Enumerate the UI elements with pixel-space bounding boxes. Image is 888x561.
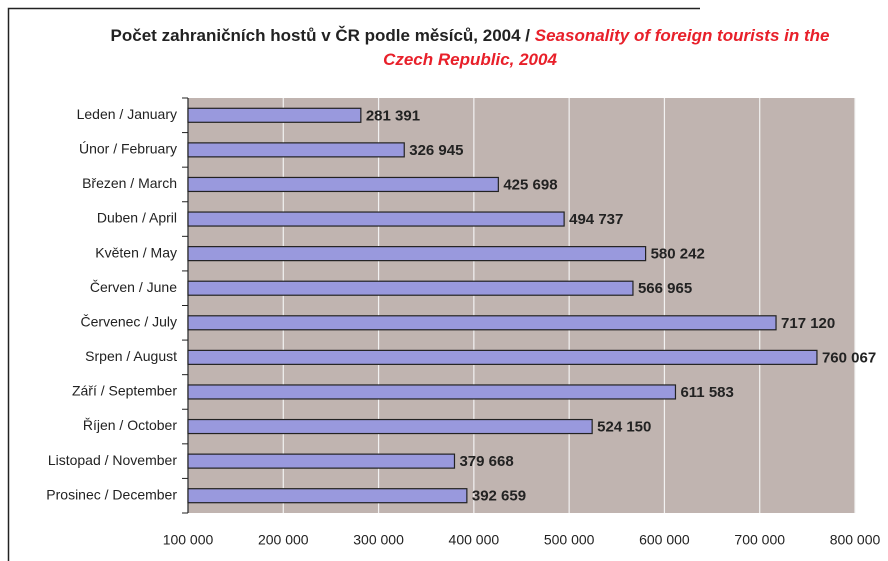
- bar: [187, 176, 499, 193]
- x-tick-label: 600 000: [639, 532, 690, 548]
- bar: [187, 107, 362, 123]
- y-tick-label: Listopad / November: [48, 452, 178, 468]
- x-tick-label: 500 000: [544, 532, 595, 548]
- bar: [187, 280, 634, 296]
- value-label: 494 737: [569, 211, 623, 228]
- value-label: 760 067: [822, 349, 876, 366]
- y-tick-label: Prosinec / December: [46, 486, 177, 502]
- value-label: 580 242: [651, 246, 705, 263]
- bar: [187, 246, 647, 262]
- y-tick-label: Únor / February: [79, 141, 177, 157]
- chart-title-block: Počet zahraničních hostů v ČR podle měsí…: [110, 24, 830, 72]
- frame: [7, 7, 700, 561]
- x-tick-label: 300 000: [353, 532, 404, 548]
- x-tick-label: 400 000: [449, 532, 500, 548]
- y-tick-label: Březen / March: [82, 175, 177, 191]
- value-label: 611 583: [680, 384, 733, 401]
- y-tick-label: Srpen / August: [85, 348, 177, 364]
- chart-subtitle: Seasonality of foreign tourists in the C…: [383, 26, 830, 69]
- plot-area: [188, 98, 855, 513]
- bar: [187, 349, 818, 365]
- y-tick-label: Říjen / October: [83, 417, 177, 433]
- y-tick-label: Květen / May: [95, 244, 177, 260]
- value-label: 392 659: [472, 488, 526, 505]
- value-label: 379 668: [459, 453, 513, 470]
- y-tick-label: Leden / January: [77, 106, 177, 122]
- value-label: 281 391: [366, 107, 420, 124]
- bar: [187, 488, 468, 504]
- bar: [187, 453, 456, 469]
- x-tick-label: 800 000: [830, 532, 881, 548]
- y-tick-label: Duben / April: [97, 210, 177, 226]
- bar: [187, 211, 565, 227]
- value-label: 524 150: [597, 419, 651, 436]
- value-label: 717 120: [781, 315, 835, 332]
- value-label: 566 965: [638, 280, 692, 297]
- x-tick-label: 700 000: [734, 532, 785, 548]
- bar: [187, 142, 405, 158]
- x-tick-label: 200 000: [258, 532, 309, 548]
- chart-title: Počet zahraničních hostů v ČR podle měsí…: [110, 26, 531, 45]
- x-tick-label: 100 000: [163, 532, 214, 548]
- value-label: 425 698: [503, 176, 557, 193]
- y-tick-label: Červenec / July: [81, 313, 177, 329]
- bar: [187, 418, 593, 435]
- bar: [187, 315, 777, 331]
- y-tick-label: Září / September: [72, 383, 177, 399]
- bar: [187, 384, 677, 400]
- y-tick-label: Červen / June: [90, 279, 177, 295]
- value-label: 326 945: [409, 142, 463, 159]
